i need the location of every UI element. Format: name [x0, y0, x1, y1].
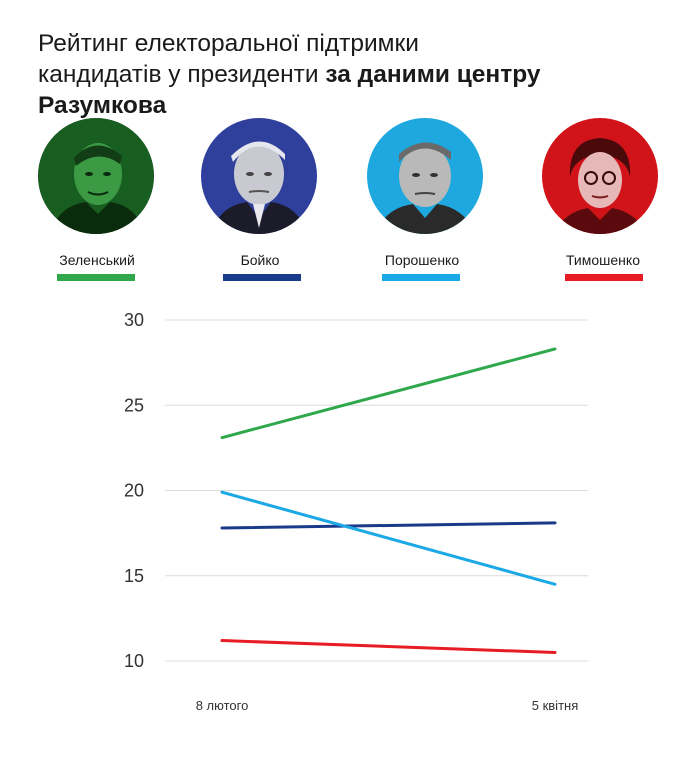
series-line-2 [220, 490, 557, 586]
title-line-2-bold: за даними центру Разумкова [38, 61, 541, 119]
legend-swatch-boiko [223, 274, 301, 281]
legend-swatch-zelenskyi [57, 274, 135, 281]
y-tick-label-25: 25 [124, 395, 144, 415]
portrait-poroshenko [367, 118, 483, 234]
y-tick-label-30: 30 [124, 310, 144, 330]
series-line-0 [220, 347, 557, 440]
legend-label-poroshenko: Порошенко [384, 252, 460, 268]
title-line-2: кандидатів у президенти [38, 61, 326, 88]
y-tick-label-20: 20 [124, 481, 144, 501]
legend-label-zelenskyi: Зеленський [59, 252, 135, 268]
portrait-tymoshenko [542, 118, 658, 234]
legend-label-boiko: Бойко [240, 252, 280, 268]
legend-swatch-tymoshenko [565, 274, 643, 281]
y-tick-label-10: 10 [124, 651, 144, 671]
legend-label-tymoshenko: Тимошенко [566, 252, 640, 268]
series-line-3 [220, 639, 557, 654]
x-tick-label-1: 5 квітня [532, 698, 579, 713]
portrait-boiko [201, 118, 317, 234]
x-tick-label-0: 8 лютого [196, 698, 249, 713]
title-line-1: Рейтинг електоральної підтримки [38, 30, 419, 57]
portrait-zelenskyi [38, 118, 154, 234]
chart-title: Рейтинг електоральної підтримки кандидат… [38, 28, 668, 121]
series-line-1 [220, 521, 557, 530]
legend-swatch-poroshenko [382, 274, 460, 281]
y-tick-label-15: 15 [124, 566, 144, 586]
